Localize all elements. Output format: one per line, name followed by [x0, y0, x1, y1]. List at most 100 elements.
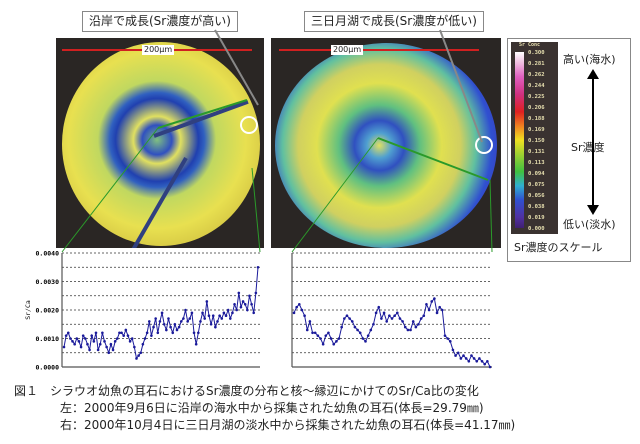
colorbar-tick: 0.113 [528, 160, 545, 166]
data-point [109, 342, 113, 346]
data-point [395, 311, 399, 315]
scale-label: 200μm [331, 45, 364, 55]
data-point [467, 360, 471, 363]
data-point [190, 311, 194, 315]
data-point [411, 320, 415, 323]
data-point [300, 308, 304, 312]
callout-pointer [214, 29, 259, 106]
data-point [446, 337, 449, 340]
data-point [209, 322, 213, 326]
data-point [337, 337, 341, 340]
data-point [409, 328, 412, 332]
data-point [120, 331, 123, 335]
data-point [303, 314, 306, 318]
colorbar-tick: 0.244 [528, 83, 545, 89]
data-point [81, 334, 85, 337]
core-edge-arrow [377, 137, 489, 181]
data-point [220, 317, 224, 320]
data-point [201, 311, 204, 315]
colorbar-tick: 0.075 [528, 182, 545, 188]
data-point [103, 340, 106, 343]
data-point [130, 337, 134, 340]
legend-mid: Sr濃度 [571, 141, 605, 154]
callout-pointer [439, 29, 483, 143]
data-point [311, 331, 314, 335]
data-point [173, 322, 177, 326]
data-point [329, 337, 333, 340]
colorbar-tick: 0.262 [528, 72, 545, 78]
data-point [403, 325, 407, 329]
data-point [470, 354, 473, 357]
data-point [486, 360, 489, 363]
colorbar-title: Sr Conc [519, 42, 541, 48]
data-point [194, 342, 198, 346]
data-point [84, 337, 87, 340]
y-axis-label: Sr/Ca [24, 300, 32, 320]
data-point [214, 325, 217, 329]
data-point [158, 320, 162, 323]
data-point [448, 340, 452, 343]
figure-caption-left: 左：2000年9月6日に沿岸の海水中から採集された幼魚の耳石(体長=29.79㎜… [60, 401, 484, 415]
data-point [98, 342, 102, 346]
colorbar-tick: 0.169 [528, 127, 545, 133]
data-point [248, 294, 251, 298]
otolith-image-left: 200μm [56, 38, 264, 248]
data-point [459, 357, 463, 360]
data-point [126, 334, 130, 337]
otolith-left [62, 42, 260, 246]
colorbar-tick: 0.000 [528, 226, 545, 232]
data-point [62, 345, 66, 349]
data-point [141, 342, 145, 346]
data-point [226, 308, 230, 312]
data-point [171, 331, 175, 335]
data-point [197, 331, 200, 335]
data-point [237, 291, 241, 295]
data-point [222, 311, 226, 315]
data-point [239, 305, 243, 309]
data-point [406, 328, 410, 332]
data-point [398, 317, 402, 320]
data-point [246, 308, 249, 312]
data-point [443, 334, 447, 337]
colorbar-tick: 0.188 [528, 116, 545, 122]
data-point [358, 331, 362, 335]
data-point [147, 320, 151, 323]
data-point [169, 325, 172, 329]
data-point [235, 308, 238, 312]
data-point [472, 357, 476, 360]
colorbar-tick: 0.038 [528, 204, 545, 210]
data-point [454, 354, 457, 357]
data-point [216, 320, 219, 323]
legend-low: 低い(淡水) [563, 218, 616, 231]
data-point [361, 337, 365, 340]
connector-line [251, 167, 261, 253]
scale-arrow [279, 49, 479, 51]
data-point [92, 340, 96, 343]
legend-high: 高い(海水) [563, 53, 616, 66]
data-point [111, 348, 115, 352]
data-point [228, 317, 232, 320]
data-point [377, 305, 381, 309]
y-tick-label: 0.0000 [36, 364, 60, 372]
data-point [343, 317, 346, 320]
data-point [256, 265, 260, 269]
data-point [211, 314, 215, 318]
data-point [71, 340, 74, 343]
data-point [353, 325, 357, 329]
data-point [137, 354, 140, 357]
data-point [374, 311, 378, 315]
data-point [241, 300, 245, 303]
colorbar-tick: 0.281 [528, 61, 545, 67]
data-point [435, 311, 439, 315]
data-point [462, 354, 465, 357]
data-point [350, 320, 354, 323]
data-point [319, 337, 322, 340]
otolith-image-right: 200μm [271, 38, 501, 248]
data-point [66, 331, 70, 335]
data-point [115, 337, 119, 340]
core-edge-arrow [157, 99, 248, 129]
connector-line [61, 127, 159, 253]
data-point [75, 337, 79, 340]
y-tick-label: 0.0040 [36, 250, 60, 258]
